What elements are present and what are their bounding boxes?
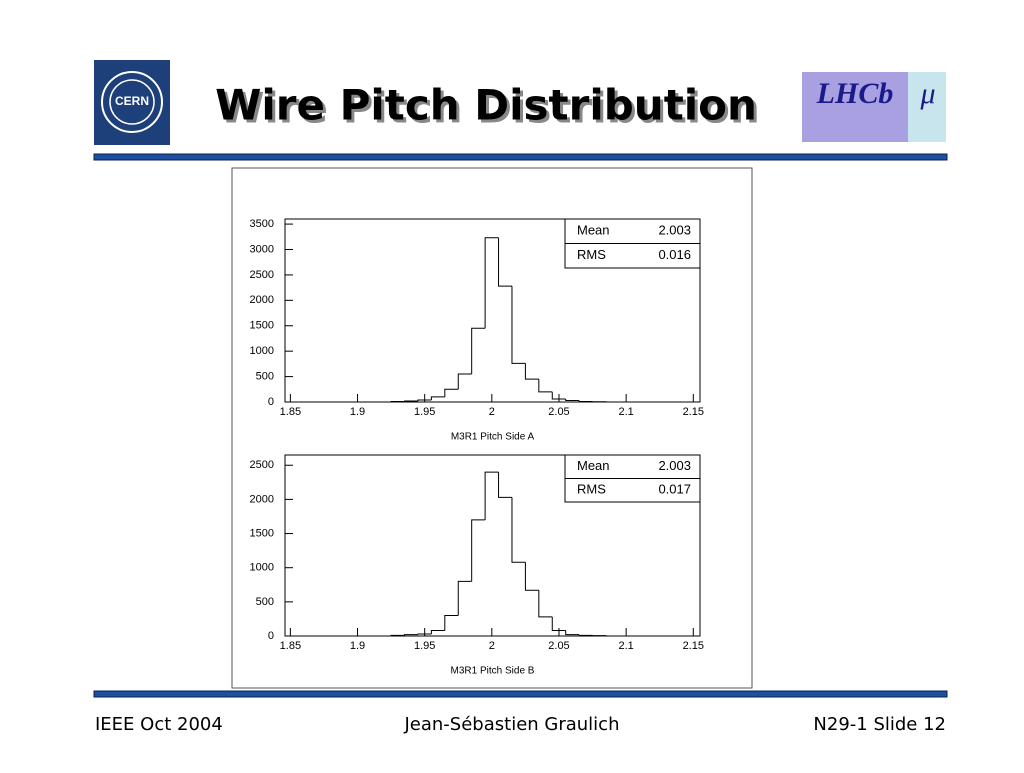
x-axis-label: M3R1 Pitch Side B xyxy=(451,666,535,677)
x-tick-label: 1.85 xyxy=(280,406,301,418)
histogram-bin xyxy=(484,471,499,520)
histogram-bin xyxy=(565,398,580,401)
histogram-bin xyxy=(565,630,580,636)
x-tick-label: 2.05 xyxy=(548,640,569,652)
histogram-bin xyxy=(538,379,553,393)
stats-value: 2.003 xyxy=(658,223,691,238)
x-tick-label: 2.05 xyxy=(548,406,569,418)
stats-value: 0.016 xyxy=(658,247,691,262)
footer-left: IEEE Oct 2004 xyxy=(95,714,223,735)
histogram-bin xyxy=(444,388,459,397)
y-tick-label: 1000 xyxy=(250,345,274,357)
lhcb-logo: LHCb μ xyxy=(802,72,946,142)
x-tick-label: 1.9 xyxy=(350,406,365,418)
cern-logo-text: CERN xyxy=(115,94,149,108)
y-tick-label: 3000 xyxy=(250,243,274,255)
histogram-bin xyxy=(484,237,499,329)
histogram-bin xyxy=(524,363,539,380)
x-tick-label: 2.15 xyxy=(683,406,704,418)
footer-right: N29-1 Slide 12 xyxy=(813,714,946,735)
slide-title: Wire Pitch Distribution xyxy=(215,81,757,130)
x-tick-label: 2.15 xyxy=(683,640,704,652)
histogram-bin xyxy=(430,630,445,634)
y-tick-label: 500 xyxy=(256,596,274,608)
histogram-bin xyxy=(524,562,539,591)
histogram-bin xyxy=(417,399,432,401)
lhcb-logo-bg xyxy=(802,72,908,142)
histogram-bin xyxy=(457,373,472,390)
y-tick-label: 2000 xyxy=(250,493,274,505)
cern-logo-ring xyxy=(101,71,163,133)
stats-label: RMS xyxy=(577,247,606,262)
x-tick-label: 1.85 xyxy=(280,640,301,652)
y-tick-label: 2500 xyxy=(250,269,274,281)
x-tick-label: 1.95 xyxy=(414,406,435,418)
histogram-bin xyxy=(471,327,486,375)
histogram-bin xyxy=(578,634,593,636)
histogram-bin xyxy=(511,286,526,364)
histogram-bin xyxy=(498,472,512,498)
x-tick-label: 2.1 xyxy=(618,406,633,418)
top-rule xyxy=(93,153,948,161)
y-tick-label: 500 xyxy=(256,370,274,382)
histogram-bin xyxy=(390,400,405,402)
histogram-bin xyxy=(444,615,459,631)
cern-logo: CERN xyxy=(94,60,170,145)
histogram-bin xyxy=(551,616,566,632)
histogram-bin xyxy=(417,633,432,635)
y-tick-label: 2500 xyxy=(250,459,274,471)
bottom-rule xyxy=(93,690,948,698)
histogram-bin xyxy=(578,400,593,402)
x-axis-label: M3R1 Pitch Side A xyxy=(451,432,535,443)
y-tick-label: 3500 xyxy=(250,218,274,230)
y-tick-label: 1500 xyxy=(250,527,274,539)
histogram-bin xyxy=(538,590,553,618)
histogram-bin xyxy=(592,635,607,637)
stats-label: Mean xyxy=(577,223,610,238)
stats-label: RMS xyxy=(577,482,606,497)
x-tick-label: 1.95 xyxy=(414,640,435,652)
plot-frame xyxy=(284,218,701,403)
histogram-bin xyxy=(498,237,512,287)
histogram-bin xyxy=(390,634,405,636)
histogram-bin xyxy=(404,634,418,636)
histogram-bin xyxy=(404,400,418,402)
title-shadow: Wire Pitch Distribution xyxy=(218,84,760,133)
x-tick-label: 2 xyxy=(489,640,495,652)
stats-value: 2.003 xyxy=(658,458,691,473)
y-tick-label: 1000 xyxy=(250,562,274,574)
histogram-bin xyxy=(457,580,472,616)
stats-label: Mean xyxy=(577,458,610,473)
y-tick-label: 1500 xyxy=(250,320,274,332)
histogram-bin xyxy=(551,391,566,400)
cern-logo-bg xyxy=(94,60,170,145)
stats-value: 0.017 xyxy=(658,482,691,497)
histogram-bin xyxy=(430,396,445,400)
y-tick-label: 2000 xyxy=(250,294,274,306)
y-tick-label: 0 xyxy=(268,630,274,642)
lhcb-logo-mu: μ xyxy=(919,77,935,110)
x-tick-label: 2 xyxy=(489,406,495,418)
lhcb-logo-text: LHCb xyxy=(816,77,894,110)
y-tick-label: 0 xyxy=(268,396,274,408)
x-tick-label: 1.9 xyxy=(350,640,365,652)
footer-center: Jean-Sébastien Graulich xyxy=(403,714,619,735)
lhcb-logo-bg xyxy=(908,72,946,142)
histogram-bin xyxy=(471,519,486,582)
x-tick-label: 2.1 xyxy=(618,640,633,652)
histogram-bin xyxy=(592,401,607,403)
cern-logo-ring xyxy=(109,79,155,125)
plot-frame xyxy=(284,454,701,637)
histogram-bin xyxy=(511,497,526,563)
